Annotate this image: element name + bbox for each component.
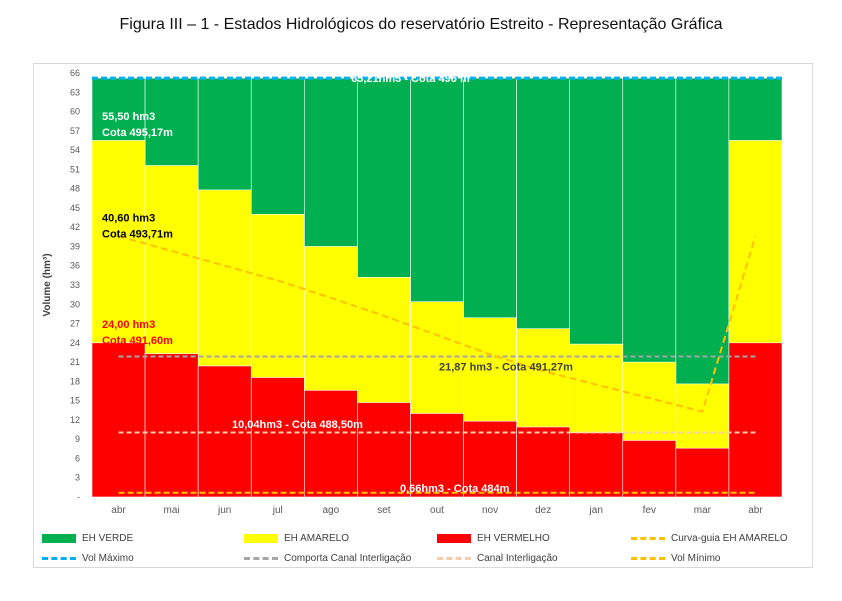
bar-eh-vermelho-jul-3: [250, 377, 305, 498]
y-tick-label: 51: [70, 164, 80, 174]
chart-svg: -369121518212427303336394245485154576063…: [42, 68, 783, 516]
x-tick-label-out-6: out: [430, 505, 444, 516]
legend-label: EH VERMELHO: [477, 533, 550, 544]
legend-label: EH VERDE: [82, 533, 134, 544]
y-tick-label: 66: [70, 68, 80, 78]
legend-label: Comporta Canal Interligação: [284, 553, 412, 564]
y-tick-label: 24: [70, 338, 80, 348]
y-tick-label: 21: [70, 357, 80, 367]
legend-swatch: [42, 557, 76, 560]
line-curva-guia-eh-amarelo: [118, 235, 757, 413]
legend-swatch: [631, 537, 665, 540]
y-tick-label: 9: [75, 434, 80, 444]
legend-swatch: [437, 557, 471, 560]
y-tick-label: 54: [70, 145, 80, 155]
annotation-1-line-1: Cota 495,17m: [102, 127, 173, 139]
legend-swatch: [244, 534, 278, 543]
lines-layer: [92, 76, 782, 494]
bar-eh-vermelho-dez-8: [516, 426, 570, 498]
y-tick-label: 42: [70, 222, 80, 232]
y-tick-label: 33: [70, 280, 80, 290]
bar-eh-vermelho-set-5: [357, 402, 411, 498]
x-tick-label-abr-12: abr: [748, 505, 763, 516]
bar-eh-vermelho-mar-11: [675, 447, 730, 498]
legend-label: EH AMARELO: [284, 533, 350, 544]
annotation-5-line-0: 10,04hm3 - Cota 488,50m: [232, 419, 363, 431]
bar-eh-vermelho-mai-1: [144, 353, 199, 498]
legend-item-eh-vermelho: EH VERMELHO: [437, 533, 550, 544]
bar-eh-vermelho-out-6: [410, 413, 464, 498]
legend-item-canal-interligação: Canal Interligação: [437, 553, 558, 564]
x-tick-label-nov-7: nov: [482, 505, 498, 516]
legend-item-vol-máximo: Vol Máximo: [42, 553, 134, 564]
y-tick-label: -: [77, 492, 80, 502]
legend-swatch: [244, 557, 278, 560]
annotation-6-line-0: 0,66hm3 - Cota 484m: [400, 483, 510, 495]
legend-item-eh-verde: EH VERDE: [42, 533, 133, 544]
chart-frame: -3 6 9 12 15 18 21 24 27 30 33 36 39 42 45 48 51 54 57 60 63…: [33, 63, 813, 568]
y-tick-label: 57: [70, 126, 80, 136]
x-tick-label-jul-3: jul: [272, 505, 283, 516]
annotation-2-line-0: 40,60 hm3: [102, 213, 155, 225]
legend-item-comporta-canal-interligação: Comporta Canal Interligação: [244, 553, 411, 564]
legend-swatch: [437, 534, 471, 543]
bar-eh-vermelho-fev-10: [622, 440, 677, 498]
y-tick-label: 12: [70, 415, 80, 425]
bar-eh-vermelho-ago-4: [304, 390, 358, 498]
y-tick-label: 6: [75, 453, 80, 463]
legend-item-eh-amarelo: EH AMARELO: [244, 533, 349, 544]
y-tick-label: 18: [70, 376, 80, 386]
bar-eh-vermelho-nov-7: [463, 420, 517, 498]
bars-layer: [91, 77, 783, 498]
legend-item-curva-guia-eh-amarelo: Curva-guia EH AMARELO: [631, 533, 788, 544]
y-tick-label: 60: [70, 107, 80, 117]
annotation-2-line-1: Cota 493,71m: [102, 229, 173, 241]
annotation-0-line-0: 65,21hm3 - Cota 496 m: [351, 73, 470, 85]
x-tick-label-jun-2: jun: [217, 505, 231, 516]
y-tick-label: 45: [70, 203, 80, 213]
y-tick-label: 15: [70, 396, 80, 406]
x-tick-label-mar-11: mar: [694, 505, 712, 516]
annotation-1-line-0: 55,50 hm3: [102, 111, 155, 123]
bar-eh-vermelho-abr-12: [728, 342, 783, 498]
y-tick-label: 39: [70, 241, 80, 251]
x-tick-label-abr-0: abr: [111, 505, 126, 516]
x-tick-label-jan-9: jan: [589, 505, 603, 516]
y-axis-label: Volume (hm³): [42, 253, 53, 316]
x-tick-label-mai-1: mai: [164, 505, 180, 516]
legend-swatch: [631, 557, 665, 560]
y-tick-label: 27: [70, 319, 80, 329]
legend-label: Vol Mínimo: [671, 553, 721, 564]
y-tick-label: 30: [70, 299, 80, 309]
x-tick-label-fev-10: fev: [643, 505, 656, 516]
bar-eh-vermelho-jan-9: [569, 432, 624, 498]
y-tick-label: 36: [70, 261, 80, 271]
annotation-4-line-0: 21,87 hm3 - Cota 491,27m: [439, 362, 573, 374]
legend-swatch: [42, 534, 76, 543]
bar-eh-vermelho-abr-0: [91, 342, 146, 498]
y-tick-label: 48: [70, 184, 80, 194]
y-tick-label: 3: [75, 473, 80, 483]
figure-title: Figura III – 1 - Estados Hidrológicos do…: [119, 16, 723, 33]
x-tick-label-ago-4: ago: [323, 505, 340, 516]
annotations-layer: 65,21hm3 - Cota 496 m 55,50 hm3 Cota 495,1…: [102, 73, 573, 495]
x-tick-label-dez-8: dez: [535, 505, 551, 516]
annotation-3-line-1: Cota 491,60m: [102, 335, 173, 347]
legend-item-vol-mínimo: Vol Mínimo: [631, 553, 720, 564]
legend-label: Canal Interligação: [477, 553, 558, 564]
bar-eh-vermelho-jun-2: [197, 365, 252, 498]
y-tick-label: 63: [70, 87, 80, 97]
legend-label: Curva-guia EH AMARELO: [671, 533, 788, 544]
legend-label: Vol Máximo: [82, 553, 134, 564]
x-tick-label-set-5: set: [377, 505, 391, 516]
annotation-3-line-0: 24,00 hm3: [102, 319, 155, 331]
axis-layer: -369121518212427303336394245485154576063…: [42, 68, 763, 516]
